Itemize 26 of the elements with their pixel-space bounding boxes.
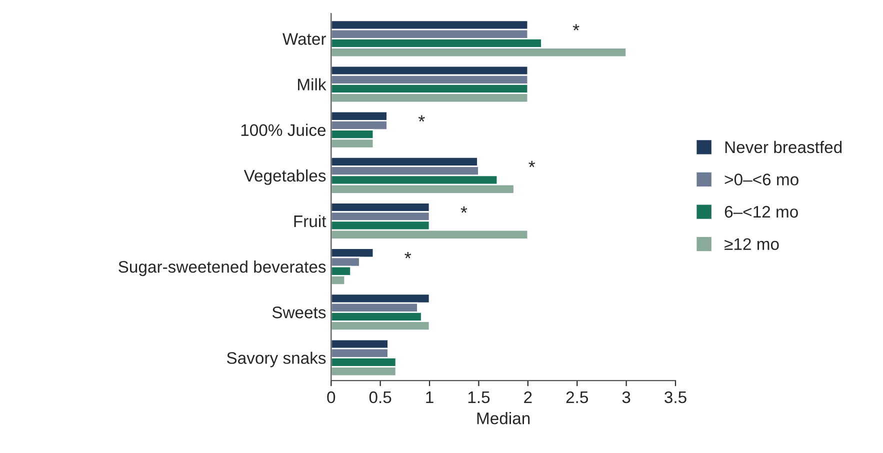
x-tick-label: 1.5 — [468, 392, 490, 404]
x-axis-title: Median — [477, 412, 530, 424]
annotation: * — [460, 206, 468, 213]
legend-label: >0–<6 mo — [724, 174, 798, 186]
x-tick-label: 2.5 — [566, 391, 588, 404]
y-tick-label: Fruit — [294, 214, 326, 228]
y-tick-label: 100% Juice — [241, 124, 326, 136]
y-tick-label: Sugar-sweetened beverates — [118, 260, 326, 276]
y-tick-label: Milk — [298, 78, 326, 90]
legend-label: ≥12 mo — [724, 238, 779, 250]
x-tick-label: 3 — [622, 391, 630, 404]
x-tick-label: 1 — [426, 392, 434, 404]
x-tick-label: 0 — [327, 391, 336, 404]
y-tick-label: Water — [282, 33, 326, 45]
annotation: * — [572, 24, 580, 30]
annotation: * — [528, 160, 536, 168]
y-tick-label: Sweets — [272, 306, 326, 318]
annotation: * — [418, 115, 425, 122]
y-tick-label: Vegetables — [244, 169, 326, 185]
annotation: * — [404, 252, 412, 258]
legend-label: 6–<12 mo — [724, 206, 798, 218]
y-tick-label: Savory snaks — [226, 352, 326, 368]
legend-label: Never breastfed — [725, 140, 842, 154]
x-tick-label: 2 — [524, 391, 532, 404]
x-tick-label: 3.5 — [664, 391, 686, 404]
x-tick-label: 0.5 — [369, 391, 392, 404]
